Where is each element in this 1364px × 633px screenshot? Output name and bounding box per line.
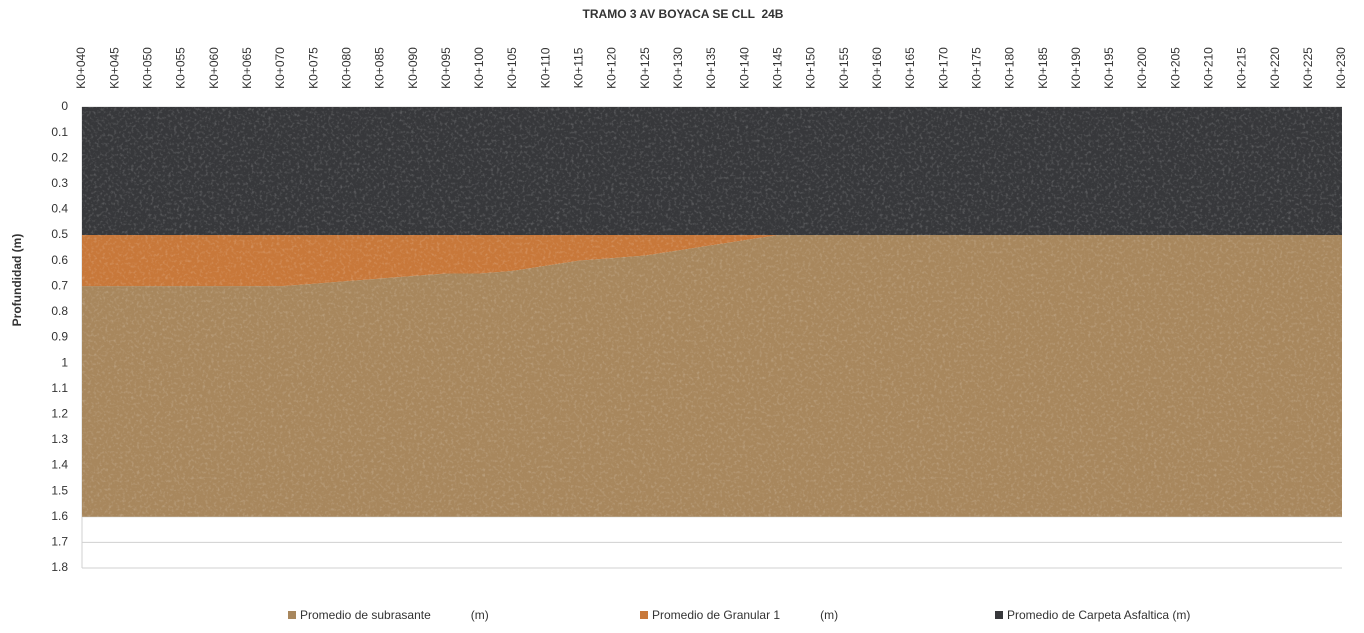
y-axis-label: Profundidad (m) <box>10 234 24 327</box>
x-tick-label: K0+180 <box>1003 47 1017 89</box>
x-tick-label: K0+225 <box>1301 47 1315 89</box>
x-tick-label: K0+210 <box>1202 47 1216 89</box>
x-tick-label: K0+095 <box>439 47 453 89</box>
x-tick-label: K0+100 <box>472 47 486 89</box>
y-tick-label: 0.4 <box>51 202 68 216</box>
x-tick-label: K0+120 <box>605 47 619 89</box>
x-tick-label: K0+060 <box>207 47 221 89</box>
y-tick-label: 0.2 <box>51 150 68 164</box>
x-tick-label: K0+185 <box>1036 47 1050 89</box>
y-tick-label: 0 <box>61 99 68 113</box>
x-tick-label: K0+065 <box>240 47 254 89</box>
y-tick-label: 0.6 <box>51 253 68 267</box>
x-tick-label: K0+155 <box>837 47 851 89</box>
area-texture <box>82 235 1342 517</box>
x-tick-label: K0+105 <box>505 47 519 89</box>
x-tick-label: K0+135 <box>704 47 718 89</box>
x-tick-label: K0+165 <box>903 47 917 89</box>
y-tick-label: 0.5 <box>51 227 68 241</box>
x-tick-label: K0+125 <box>638 47 652 89</box>
area-texture <box>82 235 1342 287</box>
y-tick-label: 0.3 <box>51 176 68 190</box>
x-tick-label: K0+215 <box>1235 47 1249 89</box>
legend-swatch <box>995 611 1003 619</box>
x-tick-label: K0+145 <box>770 47 784 89</box>
plot-area <box>82 107 1342 517</box>
labels: 0 0.1 0.2 0.3 0.4 0.5 0.6 0.7 0.8 0.9 1 1.1 1.2 1.3 1.… <box>51 47 1348 622</box>
x-tick-label: K0+140 <box>737 47 751 89</box>
x-tick-label: K0+055 <box>174 47 188 89</box>
x-tick-label: K0+085 <box>373 47 387 89</box>
y-tick-label: 1.3 <box>51 432 68 446</box>
y-tick-label: 1.4 <box>51 458 68 472</box>
x-tick-label: K0+090 <box>406 47 420 89</box>
x-tick-label: K0+070 <box>273 47 287 89</box>
y-tick-label: 0.1 <box>51 125 68 139</box>
legend-label: Promedio de subrasante (m) <box>300 608 489 622</box>
x-tick-label: K0+200 <box>1135 47 1149 89</box>
x-tick-label: K0+050 <box>140 47 154 89</box>
y-tick-label: 1.6 <box>51 509 68 523</box>
x-tick-label: K0+230 <box>1334 47 1348 89</box>
x-tick-label: K0+150 <box>804 47 818 89</box>
y-tick-label: 1.8 <box>51 560 68 574</box>
x-tick-label: K0+075 <box>306 47 320 89</box>
x-tick-label: K0+175 <box>969 47 983 89</box>
x-tick-label: K0+040 <box>74 47 88 89</box>
x-tick-label: K0+205 <box>1168 47 1182 89</box>
x-tick-label: K0+170 <box>936 47 950 89</box>
x-tick-label: K0+110 <box>538 47 552 88</box>
x-tick-label: K0+195 <box>1102 47 1116 89</box>
y-tick-label: 1.7 <box>51 535 68 549</box>
x-tick-label: K0+160 <box>870 47 884 89</box>
legend-swatch <box>288 611 296 619</box>
chart-title: TRAMO 3 AV BOYACA SE CLL 24B <box>583 7 784 21</box>
x-tick-label: K0+080 <box>339 47 353 89</box>
x-tick-label: K0+220 <box>1268 47 1282 89</box>
area-texture <box>82 107 1342 236</box>
y-tick-label: 0.7 <box>51 278 68 292</box>
x-tick-label: K0+115 <box>572 47 586 88</box>
x-tick-label: K0+130 <box>671 47 685 89</box>
x-tick-label: K0+045 <box>107 47 121 89</box>
y-tick-label: 1.1 <box>51 381 68 395</box>
y-tick-label: 1 <box>61 355 68 369</box>
y-tick-label: 1.5 <box>51 483 68 497</box>
y-tick-label: 1.2 <box>51 407 68 421</box>
legend-label: Promedio de Carpeta Asfaltica (m) <box>1007 608 1190 622</box>
y-tick-label: 0.9 <box>51 330 68 344</box>
x-tick-label: K0+190 <box>1069 47 1083 89</box>
legend-label: Promedio de Granular 1 (m) <box>652 608 838 622</box>
y-tick-label: 0.8 <box>51 304 68 318</box>
legend-swatch <box>640 611 648 619</box>
